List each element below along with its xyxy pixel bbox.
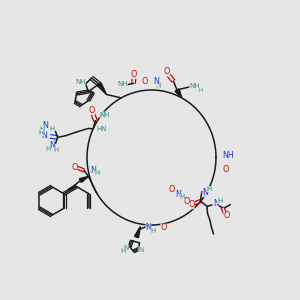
Text: N: N [43,122,49,130]
Text: N: N [138,247,144,253]
Text: N: N [202,188,208,197]
Text: N: N [175,190,181,199]
Text: NH: NH [223,151,235,160]
Text: H: H [156,82,161,88]
Text: O: O [223,212,230,220]
Text: H: H [45,146,51,152]
Text: N: N [146,224,152,232]
Polygon shape [80,176,88,182]
Polygon shape [175,89,182,98]
Text: H: H [49,126,54,132]
Text: O: O [183,196,190,206]
Text: H: H [217,198,223,204]
Text: O: O [188,200,195,209]
Text: H: H [150,228,156,234]
Text: O: O [89,106,95,115]
Text: H: H [39,126,44,132]
Text: O: O [168,184,175,194]
Text: O: O [222,165,229,174]
Text: H: H [207,186,212,192]
Text: O: O [131,70,137,79]
Text: N: N [213,200,219,208]
Text: H: H [39,130,44,136]
Text: N: N [124,244,129,250]
Text: N: N [41,131,47,140]
Text: NH: NH [99,112,110,118]
Text: O: O [141,77,148,86]
Text: N: N [90,166,96,175]
Text: O: O [71,163,78,172]
Text: N: N [49,141,55,150]
Polygon shape [134,226,140,238]
Text: N: N [153,77,159,86]
Polygon shape [97,82,106,94]
Text: NH: NH [190,83,200,89]
Text: O: O [164,68,170,76]
Text: H: H [198,88,203,93]
Text: O: O [160,224,167,232]
Text: NH: NH [117,81,128,87]
Text: NH: NH [75,79,86,85]
Text: H: H [54,147,59,153]
Text: H: H [120,248,125,254]
Text: HN: HN [96,126,107,132]
Text: H: H [179,194,185,200]
Text: H: H [94,170,100,176]
